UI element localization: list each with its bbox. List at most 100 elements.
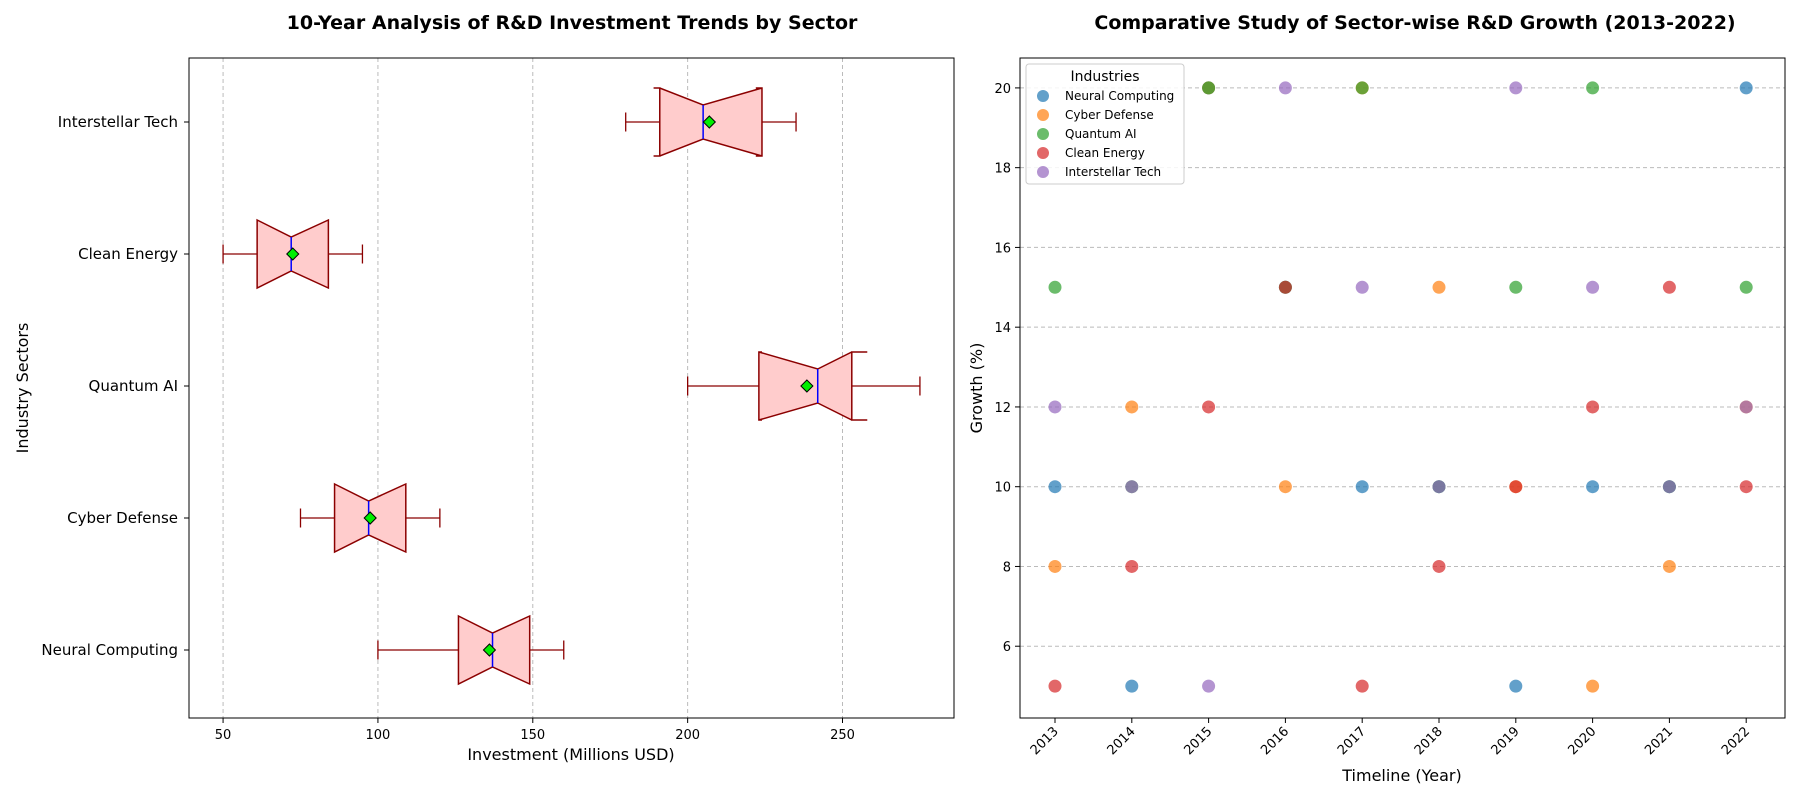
box-x-tick-label: 100 xyxy=(366,728,391,743)
scatter-point xyxy=(1278,280,1292,294)
box-chart-title: 10-Year Analysis of R&D Investment Trend… xyxy=(287,12,858,34)
scatter-point xyxy=(1509,81,1523,95)
scatter-point xyxy=(1586,81,1600,95)
scatter-legend: Industries Neural Computing Cyber Defense… xyxy=(1025,63,1185,185)
legend-label: Cyber Defense xyxy=(1065,108,1154,122)
scatter-point xyxy=(1125,400,1139,414)
scatter-point xyxy=(1355,679,1369,693)
scatter-point xyxy=(1432,280,1446,294)
scatter-point xyxy=(1355,81,1369,95)
scatter-point xyxy=(1662,280,1676,294)
box-x-ticks: 50 100 150 200 250 xyxy=(215,718,855,743)
box-x-axis-label: Investment (Millions USD) xyxy=(467,745,674,764)
scatter-point xyxy=(1278,480,1292,494)
scatter-point xyxy=(1662,559,1676,573)
scatter-point xyxy=(1355,280,1369,294)
scatter-point xyxy=(1432,480,1446,494)
box-y-tick-label: Clean Energy xyxy=(78,245,178,263)
box-clean-energy xyxy=(222,218,364,290)
box-y-tick-label: Interstellar Tech xyxy=(58,113,178,131)
scatter-point xyxy=(1586,480,1600,494)
scatter-point xyxy=(1048,679,1062,693)
scatter-point xyxy=(1202,400,1216,414)
scatter-point xyxy=(1432,559,1446,573)
scatter-point xyxy=(1739,480,1753,494)
box-y-tick-label: Quantum AI xyxy=(89,377,178,395)
legend-marker xyxy=(1037,147,1049,159)
scatter-y-tick-label: 16 xyxy=(994,241,1011,256)
box-x-tick-label: 50 xyxy=(215,728,232,743)
scatter-y-tick-label: 6 xyxy=(1003,640,1011,655)
scatter-y-tick-label: 10 xyxy=(994,481,1011,496)
scatter-x-tick-label: 2016 xyxy=(1258,724,1292,758)
legend-frame xyxy=(1025,63,1185,185)
scatter-point xyxy=(1048,280,1062,294)
box-y-axis-label: Industry Sectors xyxy=(13,323,32,454)
box-cyber-defense xyxy=(299,482,441,554)
scatter-x-tick-label: 2017 xyxy=(1335,724,1369,758)
scatter-point xyxy=(1048,559,1062,573)
scatter-point xyxy=(1586,280,1600,294)
scatter-point xyxy=(1662,480,1676,494)
scatter-x-tick-label: 2020 xyxy=(1565,724,1599,758)
box-quantum-ai xyxy=(686,351,921,421)
scatter-x-tick-label: 2018 xyxy=(1412,724,1446,758)
scatter-point xyxy=(1202,81,1216,95)
scatter-point xyxy=(1278,81,1292,95)
scatter-point xyxy=(1509,280,1523,294)
scatter-x-tick-label: 2022 xyxy=(1719,724,1753,758)
legend-marker xyxy=(1037,166,1049,178)
scatter-chart: Comparative Study of Sector-wise R&D Gro… xyxy=(967,12,1786,785)
scatter-y-tick-label: 18 xyxy=(994,162,1011,177)
scatter-point xyxy=(1355,480,1369,494)
scatter-y-tick-label: 12 xyxy=(994,401,1011,416)
box-interstellar-tech xyxy=(625,87,797,157)
scatter-x-axis-label: Timeline (Year) xyxy=(1341,766,1461,785)
legend-label: Quantum AI xyxy=(1065,127,1137,141)
box-y-tick-label: Cyber Defense xyxy=(67,509,178,527)
mean-marker xyxy=(363,511,377,525)
mean-marker xyxy=(702,115,717,129)
scatter-point xyxy=(1586,400,1600,414)
scatter-point xyxy=(1048,480,1062,494)
scatter-point xyxy=(1202,679,1216,693)
scatter-point xyxy=(1125,480,1139,494)
series-interstellar-tech xyxy=(1048,81,1753,693)
scatter-point xyxy=(1509,679,1523,693)
scatter-y-axis-label: Growth (%) xyxy=(967,343,986,434)
legend-marker xyxy=(1037,128,1049,140)
mean-marker xyxy=(286,247,300,261)
box-y-tick-label: Neural Computing xyxy=(41,641,178,659)
scatter-point xyxy=(1125,559,1139,573)
box-plot-chart: 10-Year Analysis of R&D Investment Trend… xyxy=(13,12,955,764)
mean-marker xyxy=(800,379,814,393)
scatter-y-ticks: 6 8 10 12 14 16 18 20 xyxy=(994,82,1020,655)
scatter-y-tick-label: 20 xyxy=(994,82,1011,97)
scatter-point xyxy=(1509,480,1523,494)
legend-label: Clean Energy xyxy=(1065,146,1145,160)
scatter-y-tick-label: 8 xyxy=(1003,560,1011,575)
mean-marker xyxy=(482,643,497,657)
scatter-point xyxy=(1739,81,1753,95)
series-clean-energy xyxy=(1048,280,1753,693)
scatter-x-tick-label: 2014 xyxy=(1105,724,1139,758)
scatter-y-tick-label: 14 xyxy=(994,321,1011,336)
scatter-x-ticks: 2013 2014 2015 2016 2017 2018 2019 2020 2021 2022 xyxy=(1028,718,1753,758)
scatter-marks xyxy=(1048,81,1753,693)
scatter-x-tick-label: 2021 xyxy=(1642,724,1676,758)
box-x-tick-label: 150 xyxy=(520,728,545,743)
scatter-point xyxy=(1125,679,1139,693)
box-marks xyxy=(222,87,921,686)
scatter-point xyxy=(1739,400,1753,414)
scatter-x-tick-label: 2015 xyxy=(1181,724,1215,758)
scatter-chart-title: Comparative Study of Sector-wise R&D Gro… xyxy=(1094,12,1735,34)
legend-label: Interstellar Tech xyxy=(1065,165,1161,179)
box-neural-computing xyxy=(377,614,565,686)
box-x-tick-label: 200 xyxy=(675,728,700,743)
legend-marker xyxy=(1037,109,1049,121)
box-y-ticks: Neural Computing Cyber Defense Quantum AI C… xyxy=(41,113,189,659)
scatter-plot-frame xyxy=(1019,57,1786,719)
scatter-x-tick-label: 2019 xyxy=(1489,724,1523,758)
scatter-x-tick-label: 2013 xyxy=(1028,724,1062,758)
